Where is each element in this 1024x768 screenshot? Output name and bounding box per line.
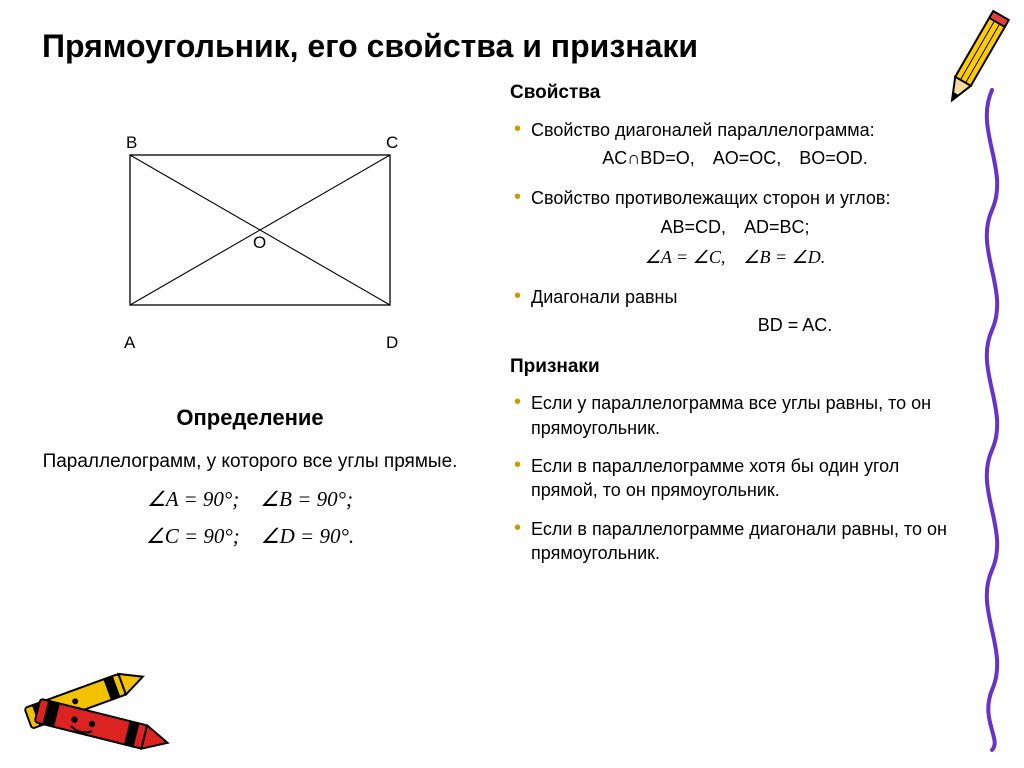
sign-3-text: Если в параллелограмме диагонали равны, … [531, 517, 960, 566]
vertex-B: B [126, 133, 137, 152]
bullet-icon: • [514, 391, 521, 413]
property-2-formula-2: ∠A = ∠C, ∠B = ∠D. [510, 245, 960, 269]
property-3-text: Диагонали равны [531, 285, 960, 309]
vertex-A: A [124, 333, 136, 352]
bullet-icon: • [514, 517, 521, 539]
bullet-icon: • [514, 118, 521, 140]
property-2: • Свойство противолежащих сторон и углов… [510, 186, 960, 269]
crayons-icon [8, 645, 178, 760]
properties-heading: Свойства [510, 80, 960, 106]
center-O: O [253, 233, 266, 252]
bullet-icon: • [514, 454, 521, 476]
property-1: • Свойство диагоналей параллелограмма: A… [510, 118, 960, 171]
property-3-formula: BD = AC. [510, 313, 960, 337]
vertex-D: D [386, 333, 398, 352]
signs-heading: Признаки [510, 354, 960, 380]
left-column: B C A D O Определение Параллелограмм, у … [40, 120, 460, 549]
property-3: • Диагонали равны BD = AC. [510, 285, 960, 338]
angles-line-1: ∠A = 90°; ∠B = 90°; [40, 487, 460, 512]
bullet-icon: • [514, 186, 521, 208]
property-1-text: Свойство диагоналей параллелограмма: [531, 118, 960, 142]
page-title: Прямоугольник, его свойства и признаки [42, 28, 698, 65]
sign-1-text: Если у параллелограмма все углы равны, т… [531, 391, 960, 440]
rectangle-diagram: B C A D O [90, 130, 460, 375]
definition-heading: Определение [40, 405, 460, 431]
property-2-formula-1: AB=CD, AD=BC; [510, 215, 960, 239]
right-column: Свойства • Свойство диагоналей параллело… [510, 80, 960, 569]
property-1-formula: AC∩BD=O, AO=OC, BO=OD. [510, 146, 960, 170]
angles-line-2: ∠C = 90°; ∠D = 90°. [40, 524, 460, 549]
definition-text: Параллелограмм, у которого все углы прям… [40, 449, 460, 475]
bullet-icon: • [514, 285, 521, 307]
squiggle-icon [972, 85, 1012, 760]
sign-2-text: Если в параллелограмме хотя бы один угол… [531, 454, 960, 503]
property-2-text: Свойство противолежащих сторон и углов: [531, 186, 960, 210]
vertex-C: C [386, 133, 398, 152]
